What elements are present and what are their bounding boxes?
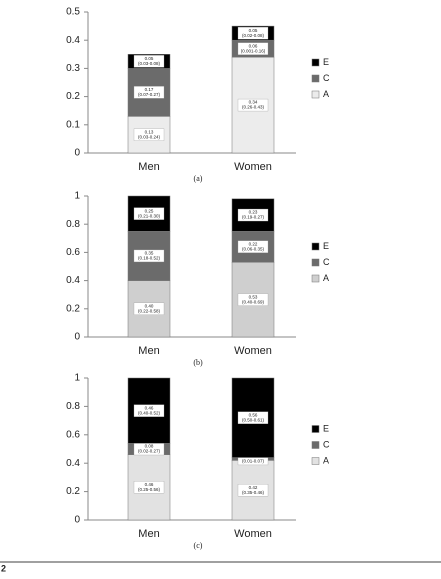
x-tick-label: Women <box>234 528 272 540</box>
y-tick-label: 0 <box>74 515 80 526</box>
legend-label: C <box>323 439 330 449</box>
value-label: 0.40 <box>145 303 154 308</box>
ci-label: (0.35-0.46) <box>242 490 265 495</box>
label-box <box>237 98 269 112</box>
legend-swatch <box>311 90 320 99</box>
legend-swatch <box>311 425 320 433</box>
x-tick-label: Women <box>234 161 272 173</box>
label-box <box>133 86 165 99</box>
page-number: 2 <box>1 563 6 573</box>
legend-label: C <box>323 257 330 267</box>
label-box <box>133 302 165 315</box>
legend-swatch <box>311 274 320 283</box>
x-tick-label: Men <box>138 345 159 357</box>
y-tick-label: 1 <box>74 191 80 202</box>
legend-swatch <box>311 441 320 449</box>
y-tick-label: 0.4 <box>66 275 80 286</box>
y-tick-label: 0.2 <box>66 91 80 102</box>
ci-label: (0.21-0.30) <box>138 213 161 218</box>
value-label: 0.34 <box>249 100 258 105</box>
label-box <box>237 411 269 424</box>
caption: (c) <box>194 541 203 550</box>
ci-label: (0.40-0.69) <box>242 299 265 304</box>
ci-label: (0.19-0.27) <box>242 215 265 220</box>
label-box <box>133 404 165 417</box>
ci-label: (0.001-0.16) <box>241 48 266 53</box>
ci-label: (0.18-0.52) <box>138 256 161 261</box>
caption: (b) <box>193 358 203 367</box>
value-label: 0.56 <box>249 412 258 417</box>
y-tick-label: 1 <box>74 373 80 384</box>
label-box <box>237 240 269 253</box>
legend-swatch <box>311 242 320 251</box>
value-label: 0.42 <box>249 485 258 490</box>
y-tick-label: 0.6 <box>66 429 80 440</box>
ci-label: (0.03-0.08) <box>138 61 161 66</box>
y-tick-label: 0.4 <box>66 458 80 469</box>
legend-label: A <box>323 89 329 99</box>
x-tick-label: Men <box>138 161 159 173</box>
label-box <box>133 55 165 68</box>
x-tick-label: Women <box>234 345 272 357</box>
label-box <box>133 249 165 263</box>
legend-swatch <box>311 74 320 83</box>
ci-label: (0.25-0.56) <box>138 487 161 492</box>
value-label: 0.05 <box>145 56 154 61</box>
value-label: 0.05 <box>249 28 258 33</box>
legend-label: C <box>323 73 330 83</box>
y-tick-label: 0.2 <box>66 486 80 497</box>
y-tick-label: 0.8 <box>66 401 80 412</box>
label-box <box>237 293 269 306</box>
label-box <box>237 26 269 40</box>
legend-label: A <box>323 455 329 465</box>
legend-swatch <box>311 58 320 67</box>
label-box <box>133 481 165 494</box>
label-box <box>133 128 165 141</box>
value-label: 0.25 <box>145 208 154 213</box>
label-box <box>237 42 269 55</box>
y-tick-label: 0 <box>74 148 80 159</box>
value-label: 0.35 <box>145 251 154 256</box>
value-label: 0.17 <box>145 87 154 92</box>
caption: (a) <box>194 174 203 183</box>
ci-label: (0.50-0.61) <box>242 417 265 422</box>
y-tick-label: 0.1 <box>66 119 80 130</box>
label-box <box>237 208 269 222</box>
y-tick-label: 0.5 <box>66 7 80 18</box>
ci-label: (0.02-0.27) <box>138 449 161 454</box>
x-tick-label: Men <box>138 528 159 540</box>
legend-label: A <box>323 273 329 283</box>
value-label: 0.46 <box>145 482 154 487</box>
label-box <box>237 484 269 497</box>
value-label: 0.46 <box>145 405 154 410</box>
ci-label: (0.07-0.27) <box>138 92 161 97</box>
legend-swatch <box>311 258 320 267</box>
ci-label: (0.03-0.24) <box>138 134 161 139</box>
y-tick-label: 0 <box>74 332 80 343</box>
value-label: 0.22 <box>249 241 258 246</box>
y-tick-label: 0.3 <box>66 63 80 74</box>
value-label: 0.23 <box>249 210 258 215</box>
legend-swatch <box>311 457 320 465</box>
ci-label: (0.01-0.07) <box>242 459 265 464</box>
y-tick-label: 0.2 <box>66 303 80 314</box>
legend-label: E <box>323 57 329 67</box>
value-label: 0.53 <box>249 294 258 299</box>
value-label: 0.06 <box>249 43 258 48</box>
legend-label: E <box>323 241 329 251</box>
y-tick-label: 0.4 <box>66 35 80 46</box>
value-label: 0.13 <box>145 129 154 134</box>
y-tick-label: 0.6 <box>66 247 80 258</box>
label-box <box>133 207 165 220</box>
ci-label: (0.26-0.43) <box>242 105 265 110</box>
legend-label: E <box>323 423 329 433</box>
value-label: 0.08 <box>145 444 154 449</box>
ci-label: (0.02-0.08) <box>242 33 265 38</box>
ci-label: (0.06-0.35) <box>242 246 265 251</box>
y-tick-label: 0.8 <box>66 219 80 230</box>
ci-label: (0.40-0.52) <box>138 410 161 415</box>
ci-label: (0.22-0.58) <box>138 308 161 313</box>
